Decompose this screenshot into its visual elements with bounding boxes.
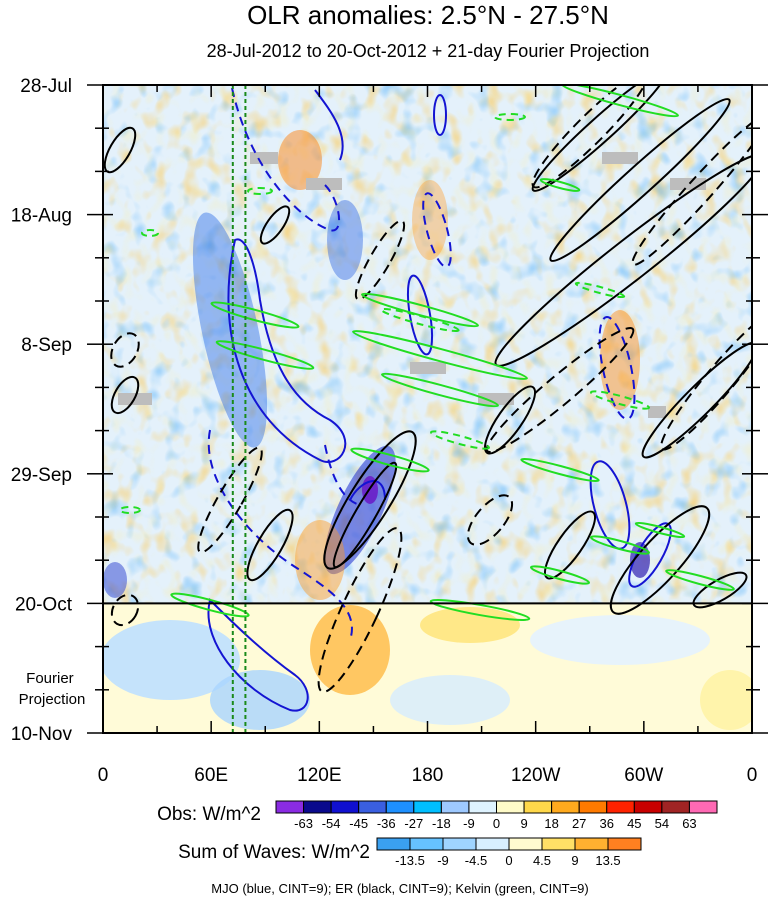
x-tick-label: 60E	[194, 765, 228, 786]
colorbar-swatch	[358, 800, 387, 814]
colorbar-level-label: 45	[627, 816, 641, 831]
colorbar-swatch	[468, 800, 497, 814]
missing-data-patches	[118, 152, 706, 418]
colorbar-swatch	[409, 837, 444, 851]
kelvin-contours-dashed	[119, 113, 650, 514]
colorbar-level-label: -54	[322, 816, 341, 831]
colorbar-level-label: 13.5	[595, 853, 620, 868]
plot-area	[103, 85, 752, 733]
colorbar-swatch	[633, 800, 663, 814]
colorbar-swatch	[475, 837, 510, 851]
obs-colorbar: -63 -54 -45 -36 -27 -18 -9 0 9 18 27 36 45 54 63	[275, 800, 718, 831]
y-tick-label: 29-Sep	[11, 465, 72, 486]
colorbar-level-label: 0	[493, 816, 500, 831]
kelvin-contours	[170, 85, 735, 621]
obs-noise-yellow	[103, 85, 752, 603]
colorbar-swatch	[275, 800, 305, 814]
colorbar-swatch	[574, 837, 609, 851]
chart-subtitle: 28-Jul-2012 to 20-Oct-2012 + 21-day Four…	[207, 41, 650, 61]
x-axis: 0 60E 120E 180 120W 60W 0	[98, 85, 758, 786]
colorbar-swatch	[578, 800, 608, 814]
x-tick-label: 180	[412, 765, 444, 786]
obs-colorbar-label: Obs: W/m^2	[157, 804, 261, 825]
x-tick-label: 120W	[511, 765, 561, 786]
colorbar-swatch	[376, 837, 411, 851]
colorbar-level-label: -45	[349, 816, 368, 831]
colorbar-swatch	[413, 800, 442, 814]
y-tick-label: 28-Jul	[20, 76, 72, 97]
colorbar-level-label: -63	[294, 816, 313, 831]
colorbar-swatch	[496, 800, 525, 814]
colorbar-swatch	[442, 837, 477, 851]
reference-lines	[231, 85, 247, 733]
colorbar-level-label: -13.5	[395, 853, 425, 868]
colorbar-swatch	[606, 800, 635, 814]
colorbar-level-label: 9	[520, 816, 527, 831]
x-tick-label: 0	[747, 765, 758, 786]
colorbar-level-label: 27	[572, 816, 586, 831]
colorbar-swatch	[523, 800, 553, 814]
forecast-label: Fourier Projection	[19, 670, 86, 708]
colorbar-swatch	[688, 800, 718, 814]
y-tick-label: 20-Oct	[15, 594, 73, 615]
colorbar-level-label: -36	[377, 816, 396, 831]
x-tick-label: 120E	[297, 765, 341, 786]
colorbar-level-label: -9	[437, 853, 449, 868]
colorbar-level-label: -18	[432, 816, 451, 831]
colorbar-swatch	[330, 800, 360, 814]
colorbar-level-label: 9	[571, 853, 578, 868]
colorbar-swatch	[440, 800, 470, 814]
colorbar-level-label: 36	[600, 816, 614, 831]
colorbar-level-label: -27	[404, 816, 423, 831]
mjo-contours	[207, 89, 672, 712]
colorbar-swatch	[661, 800, 690, 814]
colorbar-level-label: -4.5	[465, 853, 487, 868]
waves-colorbar: -13.5 -9 -4.5 0 4.5 9 13.5	[376, 837, 642, 868]
x-tick-label: 60W	[624, 765, 663, 786]
x-tick-label: 0	[98, 765, 109, 786]
colorbar-swatch	[551, 800, 580, 814]
y-tick-label: 18-Aug	[11, 206, 72, 227]
colorbar-level-label: -9	[463, 816, 475, 831]
waves-colorbar-label: Sum of Waves: W/m^2	[178, 842, 370, 863]
colorbar-level-label: 0	[505, 853, 512, 868]
colorbar-swatch	[607, 837, 642, 851]
y-tick-label: 10-Nov	[11, 724, 73, 745]
y-axis: 28-Jul 18-Aug 8-Sep 29-Sep 20-Oct 10-Nov	[11, 76, 768, 745]
colorbar-swatch	[303, 800, 332, 814]
colorbar-swatch	[541, 837, 576, 851]
colorbar-swatch	[508, 837, 543, 851]
colorbar-level-label: 4.5	[533, 853, 551, 868]
er-contours-dashed	[110, 85, 752, 693]
y-tick-label: 8-Sep	[21, 335, 72, 356]
forecast-wave-shading	[103, 605, 752, 730]
colorbar-level-label: 18	[544, 816, 558, 831]
footnote: MJO (blue, CINT=9); ER (black, CINT=9); …	[211, 881, 588, 896]
colorbar-swatch	[385, 800, 415, 814]
colorbar-level-label: 54	[655, 816, 669, 831]
chart-title: OLR anomalies: 2.5°N - 27.5°N	[247, 0, 609, 30]
colorbar-level-label: 63	[682, 816, 696, 831]
